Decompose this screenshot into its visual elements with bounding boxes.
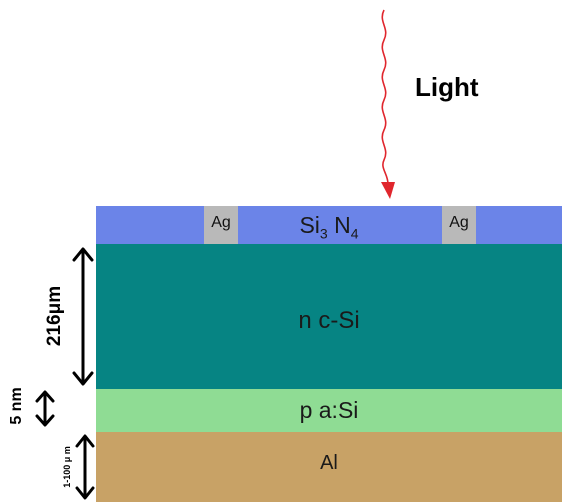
si3n4-layer: Si3 N4 Ag Ag [96,206,562,244]
si3n4-label: Si3 N4 [299,212,359,242]
p-thickness-arrow [35,390,55,427]
al-thickness-arrow [75,434,95,500]
ag-contact-right: Ag [442,206,476,244]
p-asi-layer: p a:Si [96,389,562,432]
al-label: Al [320,452,338,474]
p-asi-label: p a:Si [299,397,359,423]
ag-contact-left: Ag [204,206,238,244]
n-csi-layer: n c-Si [96,244,562,389]
n-thickness-arrow [72,247,94,386]
n-csi-label: n c-Si [298,307,360,334]
n-thickness-label: 216μm [44,285,65,347]
light-label: Light [415,72,479,102]
al-thickness-label: 1-100 μ m [62,446,72,488]
p-thickness-label: 5 nm [8,387,25,425]
al-layer: Al [96,432,562,502]
